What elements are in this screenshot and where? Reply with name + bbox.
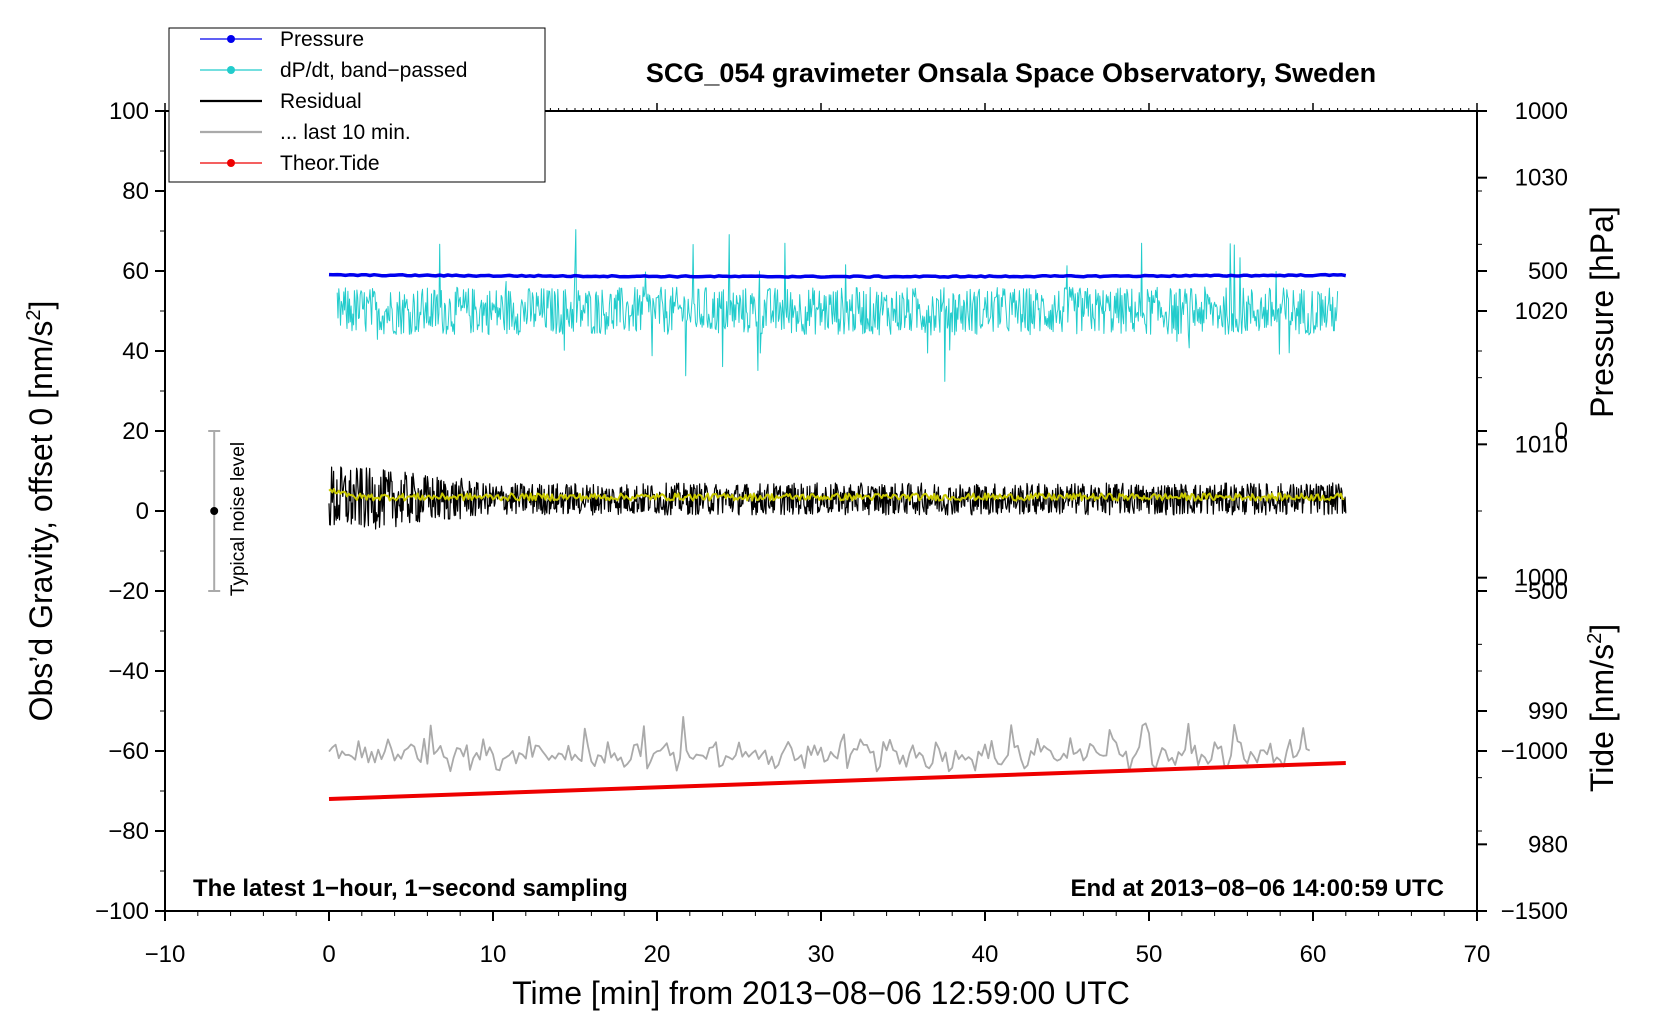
legend-box	[168, 27, 546, 183]
legend-label-1: dP/dt, band−passed	[280, 59, 467, 82]
y-tick-label-5: 0	[136, 498, 149, 525]
y-tick-label-3: −40	[108, 658, 149, 685]
legend-label-2: Residual	[280, 90, 362, 113]
tide-tick-label-1: −1000	[1501, 738, 1568, 765]
chart-title: SCG_054 gravimeter Onsala Space Observat…	[646, 58, 1376, 88]
y-tick-label-6: 20	[122, 418, 149, 445]
y-tick-label-7: 40	[122, 338, 149, 365]
tide-tick-label-3: 0	[1555, 418, 1568, 445]
series-residual-smoothed	[328, 488, 1345, 502]
series-theor-tide	[328, 761, 1346, 801]
annotation-left: The latest 1−hour, 1−second sampling	[193, 875, 628, 902]
y-tick-label-10: 100	[109, 98, 149, 125]
y-tick-label-4: −20	[108, 578, 149, 605]
y-tick-label-1: −80	[108, 818, 149, 845]
x-axis-title: Time [min] from 2013−08−06 12:59:00 UTC	[512, 975, 1130, 1011]
x-tick-label-2: 10	[480, 941, 507, 968]
x-tick-label-5: 40	[972, 941, 999, 968]
pressure-tick-label-4: 1020	[1515, 298, 1568, 325]
tide-tick-label-5: 1000	[1515, 98, 1568, 125]
pressure-tick-label-5: 1030	[1515, 165, 1568, 192]
x-tick-label-4: 30	[808, 941, 835, 968]
legend-marker-4	[227, 159, 235, 167]
legend: Pressure dP/dt, band−passed Residual ... la…	[168, 27, 546, 183]
x-tick-label-8: 70	[1464, 941, 1491, 968]
y-axis-title: Obs’d Gravity, offset 0 [nm/s2]	[23, 301, 59, 722]
tide-axis-title-sup: 2	[1584, 633, 1606, 644]
legend-label-4: Theor.Tide	[280, 152, 380, 175]
tide-tick-label-0: −1500	[1501, 898, 1568, 925]
x-tick-label-6: 50	[1136, 941, 1163, 968]
y-tick-label-0: −100	[95, 898, 149, 925]
tide-axis-title: Tide [nm/s2]	[1584, 624, 1620, 792]
tick-labels: −10 0 10 20 30 40 50 60 70−100−80−60−40−20020406…	[95, 98, 1568, 968]
annotation-right: End at 2013−08−06 14:00:59 UTC	[1070, 875, 1444, 902]
legend-entries: Pressure dP/dt, band−passed Residual ... la…	[200, 28, 467, 175]
series-residual	[328, 466, 1347, 530]
tide-tick-label-4: 500	[1528, 258, 1568, 285]
pressure-axis-title: Pressure [hPa]	[1584, 206, 1620, 418]
tide-axis-title-text: Tide [nm/s	[1584, 644, 1620, 792]
legend-label-3: ... last 10 min.	[280, 121, 411, 144]
legend-marker-1	[227, 66, 235, 74]
legend-label-0: Pressure	[280, 28, 364, 51]
y-tick-label-2: −60	[108, 738, 149, 765]
series-pressure	[328, 272, 1347, 279]
x-tick-label-3: 20	[644, 941, 671, 968]
y-axis-title-close: ]	[23, 301, 59, 310]
y-tick-label-9: 80	[122, 178, 149, 205]
y-axis-title-text: Obs’d Gravity, offset 0 [nm/s	[23, 321, 59, 722]
y-axis-title-sup: 2	[23, 310, 45, 321]
y-tick-label-8: 60	[122, 258, 149, 285]
legend-marker-0	[227, 35, 235, 43]
tide-axis-title-close: ]	[1584, 624, 1620, 633]
pressure-tick-label-0: 980	[1528, 831, 1568, 858]
plot-frame	[164, 110, 1478, 912]
noise-level-indicator: Typical noise level	[208, 430, 249, 596]
pressure-tick-label-2: 1000	[1515, 565, 1568, 592]
tide-tick-label-2: −500	[1514, 578, 1568, 605]
pressure-tick-label-3: 1010	[1515, 431, 1568, 458]
x-tick-label-1: 0	[322, 941, 335, 968]
series-dpdt	[336, 229, 1339, 382]
plot-series	[328, 229, 1347, 801]
x-tick-label-0: −10	[145, 941, 186, 968]
pressure-tick-label-1: 990	[1528, 698, 1568, 725]
noise-bar-center	[210, 507, 219, 515]
x-tick-label-7: 60	[1300, 941, 1327, 968]
series-last-10-min	[328, 716, 1311, 773]
noise-bar-label: Typical noise level	[228, 442, 249, 596]
